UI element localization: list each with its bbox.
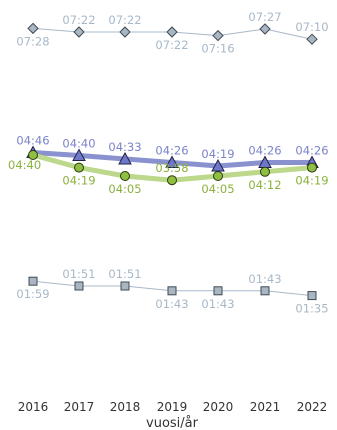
green-label-2018: 04:05	[108, 182, 141, 196]
green-point-2017	[74, 162, 84, 173]
bottom-label-2016: 01:59	[16, 287, 49, 301]
blue-label-2020: 04:19	[201, 147, 234, 161]
bottom-point-2016	[28, 276, 38, 286]
green-label-2021: 04:12	[248, 178, 281, 192]
top-point-2020	[212, 29, 224, 42]
green-label-2017: 04:19	[62, 174, 95, 188]
green-point-2018	[120, 171, 130, 181]
top-label-2020: 07:16	[201, 42, 234, 56]
x-axis-title: vuosi/år	[146, 416, 199, 430]
bottom-point-2021	[260, 286, 270, 296]
blue-label-2016: 04:46	[16, 134, 49, 148]
green-point-2021	[260, 166, 270, 177]
top-label-2017: 07:22	[62, 13, 95, 27]
top-label-2022: 07:10	[295, 20, 328, 34]
bottom-point-2019	[167, 286, 177, 296]
bottom-label-2020: 01:43	[201, 297, 234, 311]
green-point-2020	[213, 171, 223, 181]
bottom-point-2017	[74, 281, 84, 291]
top-point-2022	[306, 33, 318, 45]
bottom-label-2019: 01:43	[155, 297, 188, 311]
green-point-2022	[307, 162, 317, 173]
x-axis: 2016 2017 2018 2019 2020 2021 2022	[18, 400, 328, 414]
top-label-2021: 07:27	[248, 10, 281, 24]
bottom-label-2021: 01:43	[248, 272, 281, 286]
x-tick-2019: 2019	[157, 400, 188, 414]
top-label-2018: 07:22	[108, 13, 141, 27]
green-label-2019: 03:58	[155, 161, 188, 175]
top-label-2016: 07:28	[16, 34, 49, 48]
blue-label-2018: 04:33	[108, 140, 141, 154]
top-point-2019	[166, 26, 178, 38]
top-point-2021	[259, 23, 271, 35]
blue-label-2022: 04:26	[295, 144, 328, 158]
green-label-2020: 04:05	[201, 182, 234, 196]
bottom-label-2018: 01:51	[108, 267, 141, 281]
x-tick-2018: 2018	[110, 400, 141, 414]
blue-label-2021: 04:26	[248, 144, 281, 158]
green-label-2022: 04:19	[295, 174, 328, 188]
x-tick-2021: 2021	[250, 400, 281, 414]
top-point-2017	[73, 26, 85, 38]
green-label-2016: 04:40	[8, 158, 41, 172]
blue-label-2017: 04:40	[62, 137, 95, 151]
top-point-2016	[27, 22, 39, 35]
blue-point-2018	[118, 151, 132, 165]
bottom-label-2017: 01:51	[62, 267, 95, 281]
green-point-2016	[28, 150, 38, 160]
x-tick-2020: 2020	[203, 400, 234, 414]
x-tick-2022: 2022	[297, 400, 328, 414]
x-tick-2017: 2017	[64, 400, 95, 414]
green-point-2019	[167, 175, 177, 186]
blue-point-2017	[72, 148, 86, 161]
plot-area: 07:28 07:22 07:22 07:22 07:16 07:27 07:10 04:46…	[8, 10, 329, 316]
bottom-label-2022: 01:35	[295, 302, 328, 316]
top-point-2018	[119, 26, 131, 38]
blue-label-2019: 04:26	[155, 144, 188, 158]
x-tick-2016: 2016	[18, 400, 49, 414]
blue-point-2019	[165, 155, 179, 168]
bottom-point-2020	[213, 286, 223, 296]
bottom-point-2022	[307, 291, 317, 301]
bottom-point-2018	[120, 281, 130, 291]
top-label-2019: 07:22	[155, 38, 188, 52]
